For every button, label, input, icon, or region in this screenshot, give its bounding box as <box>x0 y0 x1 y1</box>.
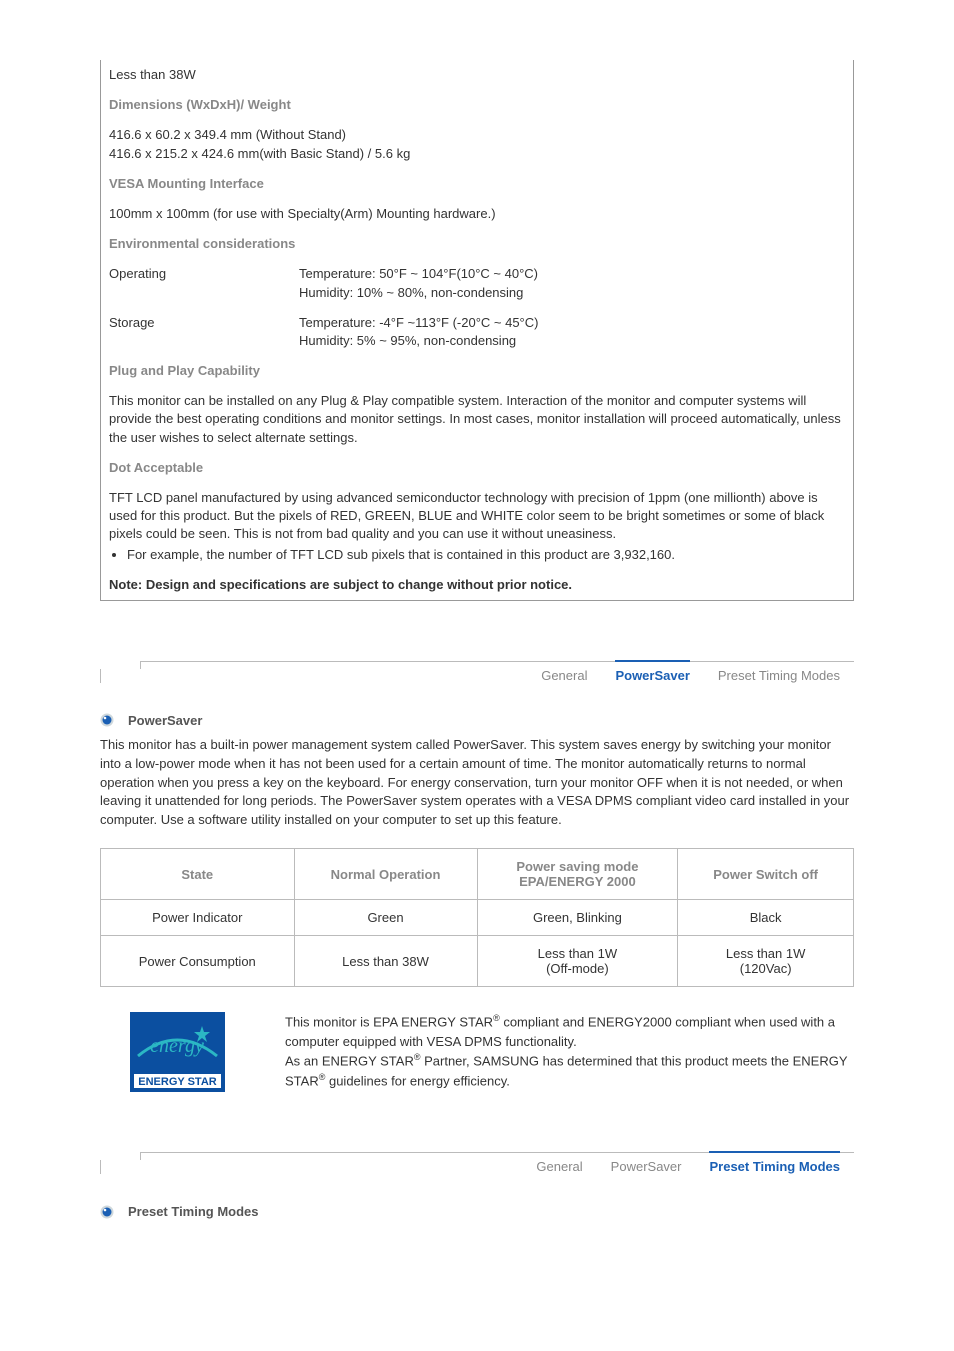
dimensions-value: 416.6 x 60.2 x 349.4 mm (Without Stand) … <box>101 120 853 168</box>
nav-powersaver-2[interactable]: PowerSaver <box>611 1159 682 1174</box>
cell-indicator-off: Black <box>678 900 854 936</box>
env-op-label: Operating <box>109 265 299 301</box>
preset-heading: Preset Timing Modes <box>100 1204 854 1219</box>
cell-indicator-saving: Green, Blinking <box>477 900 678 936</box>
env-st-hum: Humidity: 5% ~ 95%, non-condensing <box>299 332 845 350</box>
logo-label: ENERGY STAR <box>138 1076 216 1088</box>
th-saving-l2: EPA/ENERGY 2000 <box>486 874 670 889</box>
nav-general-2[interactable]: General <box>536 1159 582 1174</box>
spec-note: Note: Design and specifications are subj… <box>101 570 853 600</box>
nav-bar-powersaver: General PowerSaver Preset Timing Modes <box>100 661 854 683</box>
reg-mark: ® <box>493 1013 500 1023</box>
energy-text: This monitor is EPA ENERGY STAR® complia… <box>285 1012 854 1091</box>
cell-consumption-off: Less than 1W (120Vac) <box>678 936 854 987</box>
th-normal: Normal Operation <box>294 849 477 900</box>
pnp-header: Plug and Play Capability <box>101 356 853 386</box>
preset-title: Preset Timing Modes <box>128 1204 259 1219</box>
env-op-temp: Temperature: 50°F ~ 104°F(10°C ~ 40°C) <box>299 265 845 283</box>
env-op-value: Temperature: 50°F ~ 104°F(10°C ~ 40°C) H… <box>299 265 845 301</box>
vesa-header: VESA Mounting Interface <box>101 169 853 199</box>
cell-consumption-saving-l1: Less than 1W <box>486 946 670 961</box>
dim-line2: 416.6 x 215.2 x 424.6 mm(with Basic Stan… <box>109 145 845 163</box>
dot-bullet: For example, the number of TFT LCD sub p… <box>127 546 845 564</box>
th-saving-l1: Power saving mode <box>486 859 670 874</box>
cell-indicator-label: Power Indicator <box>101 900 295 936</box>
energy-line1a: This monitor is EPA ENERGY STAR <box>285 1014 493 1029</box>
nav-bar-preset: General PowerSaver Preset Timing Modes <box>100 1152 854 1174</box>
powersaver-body: This monitor has a built-in power manage… <box>100 736 854 830</box>
logo-script: energy <box>150 1035 204 1057</box>
env-st-temp: Temperature: -4°F ~113°F (-20°C ~ 45°C) <box>299 314 845 332</box>
dot-body-cell: TFT LCD panel manufactured by using adva… <box>101 483 853 570</box>
cell-consumption-saving: Less than 1W (Off-mode) <box>477 936 678 987</box>
th-state: State <box>101 849 295 900</box>
dim-line1: 416.6 x 60.2 x 349.4 mm (Without Stand) <box>109 126 845 144</box>
pnp-body: This monitor can be installed on any Plu… <box>101 386 853 453</box>
dimensions-header: Dimensions (WxDxH)/ Weight <box>101 90 853 120</box>
vesa-value: 100mm x 100mm (for use with Specialty(Ar… <box>101 199 853 229</box>
spec-table: Less than 38W Dimensions (WxDxH)/ Weight… <box>100 60 854 601</box>
env-st-value: Temperature: -4°F ~113°F (-20°C ~ 45°C) … <box>299 314 845 350</box>
cell-indicator-normal: Green <box>294 900 477 936</box>
energy-star-logo: ENERGY STAR energy <box>130 1012 225 1092</box>
cell-consumption-off-l2: (120Vac) <box>686 961 845 976</box>
nav-powersaver[interactable]: PowerSaver <box>615 660 689 683</box>
energy-line2c: guidelines for energy efficiency. <box>325 1074 510 1089</box>
power-value: Less than 38W <box>101 60 853 90</box>
powersaver-heading: PowerSaver <box>100 713 854 728</box>
nav-preset-2[interactable]: Preset Timing Modes <box>709 1151 840 1174</box>
table-row: Power Consumption Less than 38W Less tha… <box>101 936 854 987</box>
energy-line2a: As an ENERGY STAR <box>285 1054 414 1069</box>
cell-consumption-label: Power Consumption <box>101 936 295 987</box>
env-op-hum: Humidity: 10% ~ 80%, non-condensing <box>299 284 845 302</box>
env-header: Environmental considerations <box>101 229 853 259</box>
dot-bullet-list: For example, the number of TFT LCD sub p… <box>109 546 845 564</box>
env-operating-row: Operating Temperature: 50°F ~ 104°F(10°C… <box>101 259 853 307</box>
cell-consumption-off-l1: Less than 1W <box>686 946 845 961</box>
env-storage-row: Storage Temperature: -4°F ~113°F (-20°C … <box>101 308 853 356</box>
nav-preset[interactable]: Preset Timing Modes <box>718 668 840 683</box>
bullet-icon <box>100 713 114 727</box>
th-saving: Power saving mode EPA/ENERGY 2000 <box>477 849 678 900</box>
dot-header: Dot Acceptable <box>101 453 853 483</box>
cell-consumption-normal: Less than 38W <box>294 936 477 987</box>
powersaver-table: State Normal Operation Power saving mode… <box>100 848 854 987</box>
dot-body: TFT LCD panel manufactured by using adva… <box>109 490 824 541</box>
nav-general[interactable]: General <box>541 668 587 683</box>
env-st-label: Storage <box>109 314 299 350</box>
table-row: State Normal Operation Power saving mode… <box>101 849 854 900</box>
table-row: Power Indicator Green Green, Blinking Bl… <box>101 900 854 936</box>
bullet-icon <box>100 1205 114 1219</box>
powersaver-title: PowerSaver <box>128 713 202 728</box>
cell-consumption-saving-l2: (Off-mode) <box>486 961 670 976</box>
energy-star-block: ENERGY STAR energy This monitor is EPA E… <box>100 1012 854 1092</box>
th-off: Power Switch off <box>678 849 854 900</box>
